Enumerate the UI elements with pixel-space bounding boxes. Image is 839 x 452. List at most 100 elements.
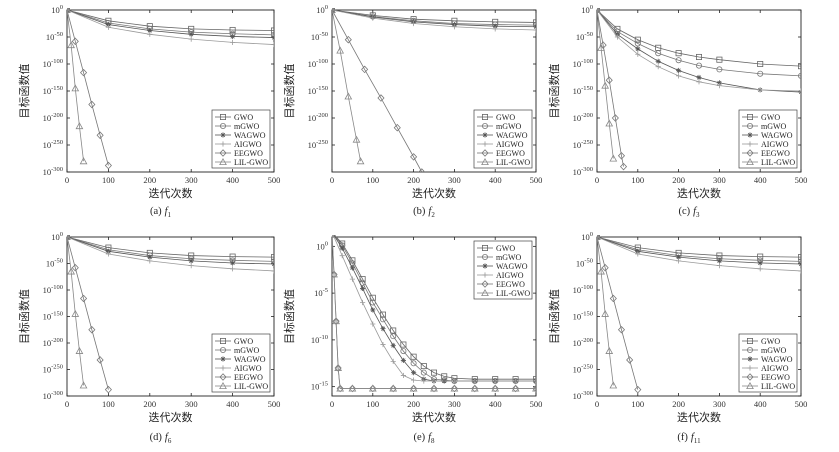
series-line-AIGWO bbox=[332, 9, 536, 31]
y-tick-label: 10-150 bbox=[43, 311, 63, 322]
marker-GWO bbox=[533, 376, 536, 383]
marker-AIGWO bbox=[513, 378, 519, 384]
x-axis-label: 迭代次数 bbox=[412, 410, 456, 424]
x-tick-label: 0 bbox=[65, 175, 69, 185]
marker-LIL-GWO bbox=[332, 270, 338, 278]
marker-GWO bbox=[188, 252, 195, 259]
y-tick-label: 10-50 bbox=[46, 258, 63, 269]
x-tick-label: 200 bbox=[143, 399, 156, 409]
marker-WAGWO bbox=[635, 46, 641, 52]
marker-EEGWO bbox=[344, 35, 352, 44]
marker-LIL-GWO bbox=[71, 84, 80, 92]
marker-AIGWO bbox=[635, 51, 641, 57]
x-tick-label: 400 bbox=[754, 399, 767, 409]
x-axis-label: 迭代次数 bbox=[149, 410, 193, 424]
legend-label: WAGWO bbox=[234, 131, 266, 140]
y-axis-label: 目标函数值 bbox=[282, 64, 296, 119]
marker-AIGWO bbox=[400, 372, 406, 379]
marker-EEGWO bbox=[377, 94, 385, 102]
marker-GWO bbox=[390, 327, 397, 334]
legend-marker bbox=[219, 373, 227, 381]
legend-marker bbox=[747, 141, 753, 147]
marker-WAGWO bbox=[271, 261, 274, 267]
marker-mGWO bbox=[798, 258, 801, 265]
legend-label: GWO bbox=[761, 337, 780, 346]
marker-LIL-GWO bbox=[597, 43, 605, 51]
x-tick-label: 0 bbox=[330, 399, 334, 409]
marker-WAGWO bbox=[339, 245, 345, 251]
legend-marker bbox=[482, 132, 488, 138]
marker-GWO bbox=[400, 341, 407, 348]
marker-EEGWO bbox=[88, 325, 96, 334]
marker-EEGWO bbox=[332, 8, 336, 14]
x-tick-label: 400 bbox=[754, 175, 767, 185]
legend-marker bbox=[747, 123, 754, 130]
marker-EEGWO bbox=[418, 168, 426, 172]
marker-AIGWO bbox=[370, 321, 376, 327]
y-tick-label: 10-5 bbox=[314, 287, 328, 298]
marker-LIL-GWO bbox=[348, 384, 357, 392]
marker-AIGWO bbox=[147, 31, 153, 37]
marker-LIL-GWO bbox=[409, 384, 418, 392]
series-line-LIL-GWO bbox=[597, 9, 614, 159]
legend-label: mGWO bbox=[234, 346, 260, 355]
panel-caption: (d) f6 bbox=[150, 432, 172, 445]
legend-marker bbox=[220, 356, 226, 362]
marker-LIL-GWO bbox=[609, 381, 618, 389]
series-line-mGWO bbox=[332, 9, 536, 26]
series-group bbox=[597, 235, 801, 394]
marker-LIL-GWO bbox=[605, 346, 614, 354]
marker-WAGWO bbox=[676, 254, 682, 260]
marker-EEGWO bbox=[471, 384, 479, 393]
y-tick-label: 10-200 bbox=[43, 337, 63, 348]
legend-label: LIL-GWO bbox=[234, 382, 268, 391]
series-line-mGWO bbox=[67, 236, 274, 262]
marker-LIL-GWO bbox=[601, 309, 610, 317]
marker-WAGWO bbox=[105, 21, 111, 28]
y-tick-label: 10-250 bbox=[573, 139, 593, 150]
marker-AIGWO bbox=[349, 276, 355, 282]
x-tick-label: 200 bbox=[672, 175, 685, 185]
marker-AIGWO bbox=[757, 87, 763, 93]
legend-marker bbox=[482, 263, 488, 269]
x-tick-label: 100 bbox=[366, 175, 379, 185]
y-tick-label: 10-300 bbox=[43, 166, 63, 177]
marker-LIL-GWO bbox=[336, 384, 345, 392]
legend-label: EEGWO bbox=[761, 149, 790, 158]
x-axis-label: 迭代次数 bbox=[677, 186, 721, 200]
marker-LIL-GWO bbox=[597, 235, 601, 241]
legend-label: AIGWO bbox=[761, 140, 789, 149]
legend-marker bbox=[220, 141, 226, 147]
x-tick-label: 200 bbox=[407, 175, 420, 185]
legend-label: AIGWO bbox=[496, 271, 524, 280]
legend-label: mGWO bbox=[761, 122, 787, 131]
marker-WAGWO bbox=[411, 370, 417, 376]
marker-AIGWO bbox=[757, 266, 763, 272]
marker-AIGWO bbox=[188, 263, 194, 269]
marker-AIGWO bbox=[380, 341, 386, 348]
y-axis-label: 目标函数值 bbox=[17, 64, 31, 119]
y-tick-label: 10-100 bbox=[43, 284, 63, 295]
y-tick-label: 10-150 bbox=[573, 85, 593, 96]
marker-WAGWO bbox=[655, 58, 661, 64]
series-line-WAGWO bbox=[597, 236, 801, 265]
legend-marker bbox=[481, 157, 489, 166]
marker-WAGWO bbox=[635, 248, 641, 254]
legend-label: EEGWO bbox=[761, 373, 790, 382]
marker-WAGWO bbox=[230, 33, 236, 40]
x-tick-label: 400 bbox=[226, 175, 239, 185]
marker-AIGWO bbox=[230, 266, 236, 272]
legend-marker bbox=[481, 244, 488, 251]
marker-AIGWO bbox=[492, 26, 498, 32]
y-tick-label: 100 bbox=[316, 4, 328, 15]
marker-AIGWO bbox=[533, 27, 536, 33]
legend-marker bbox=[482, 272, 488, 278]
y-tick-label: 10-250 bbox=[308, 139, 328, 150]
series-line-GWO bbox=[67, 9, 274, 31]
marker-LIL-GWO bbox=[67, 8, 71, 14]
marker-EEGWO bbox=[634, 385, 642, 394]
marker-AIGWO bbox=[655, 64, 661, 70]
x-tick-label: 300 bbox=[448, 175, 461, 185]
marker-AIGWO bbox=[105, 251, 111, 257]
